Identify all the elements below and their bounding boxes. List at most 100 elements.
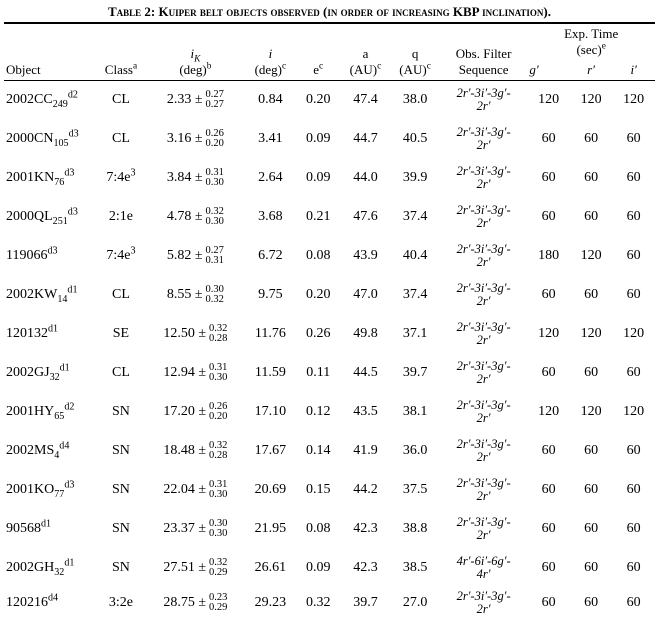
table-row: 120216d43:2e28.75 ±0.230.2929.230.3239.7… [4, 588, 655, 618]
table-cell: 120 [570, 393, 613, 432]
table-cell: 23.37 ±0.300.30 [146, 510, 245, 549]
table-cell: 60 [612, 237, 655, 276]
hdr-a-unit: (AU) [350, 62, 377, 77]
table-cell: 3.84 ±0.310.30 [146, 159, 245, 198]
table-cell: 0.11 [296, 354, 341, 393]
hdr-a: a(AU)c [341, 23, 391, 81]
hdr-i: i(deg)c [245, 23, 296, 81]
table-cell: 17.10 [245, 393, 296, 432]
table-cell: 43.9 [341, 237, 391, 276]
table-cell: 2.33 ±0.270.27 [146, 81, 245, 120]
table-cell: CL [96, 120, 146, 159]
hdr-i-sym: i [269, 46, 273, 61]
table-cell: 29.23 [245, 588, 296, 618]
table-cell: 11.76 [245, 315, 296, 354]
table-cell: 60 [570, 510, 613, 549]
table-cell: 39.7 [390, 354, 440, 393]
table-cell: 47.6 [341, 198, 391, 237]
table-cell: 60 [527, 549, 570, 588]
table-cell: 2002GJ32d1 [4, 354, 96, 393]
table-cell: 0.08 [296, 510, 341, 549]
table-header: Object Classa iK(deg)b i(deg)c ec a(AU)c… [4, 23, 655, 81]
table-cell: 26.61 [245, 549, 296, 588]
table-cell: SN [96, 510, 146, 549]
table-cell: 0.08 [296, 237, 341, 276]
table-cell: 60 [527, 198, 570, 237]
table-cell: 60 [612, 120, 655, 159]
table-row: 120132d1SE12.50 ±0.320.2811.760.2649.837… [4, 315, 655, 354]
hdr-e-sup: c [319, 62, 323, 72]
table-cell: 2r′-3i′-3g′-2r′ [440, 159, 527, 198]
hdr-ik-unit: (deg) [179, 62, 206, 77]
table-cell: 60 [612, 159, 655, 198]
table-cell: 0.09 [296, 159, 341, 198]
table-cell: 3:2e [96, 588, 146, 618]
hdr-ii: i′ [612, 60, 655, 81]
table-cell: 60 [527, 510, 570, 549]
table-cell: 49.8 [341, 315, 391, 354]
hdr-q-unit: (AU) [399, 62, 426, 77]
table-cell: 4.78 ±0.320.30 [146, 198, 245, 237]
table-cell: 60 [570, 471, 613, 510]
hdr-e: ec [296, 23, 341, 81]
table-cell: CL [96, 276, 146, 315]
table-cell: 22.04 ±0.310.30 [146, 471, 245, 510]
table-cell: 2002CC249d2 [4, 81, 96, 120]
hdr-filter: Obs. FilterSequence [440, 23, 527, 81]
hdr-exp-sup: e [602, 42, 606, 52]
table-cell: 60 [570, 354, 613, 393]
table-caption: Table 2: Kuiper belt objects observed (i… [4, 4, 655, 20]
table-cell: 3.68 [245, 198, 296, 237]
table-row: 2001KN76d37:4e33.84 ±0.310.302.640.0944.… [4, 159, 655, 198]
table-cell: 60 [527, 276, 570, 315]
table-cell: 42.3 [341, 510, 391, 549]
table-cell: 90568d1 [4, 510, 96, 549]
table-cell: 0.15 [296, 471, 341, 510]
table-cell: 2r′-3i′-3g′-2r′ [440, 354, 527, 393]
table-row: 2002KW14d1CL8.55 ±0.300.329.750.2047.037… [4, 276, 655, 315]
table-row: 2002GJ32d1CL12.94 ±0.310.3011.590.1144.5… [4, 354, 655, 393]
hdr-q-unit-sup: c [427, 62, 431, 72]
table-cell: 60 [527, 159, 570, 198]
table-cell: 39.9 [390, 159, 440, 198]
table-cell: 2001KO77d3 [4, 471, 96, 510]
table-cell: 0.20 [296, 81, 341, 120]
table-cell: 2.64 [245, 159, 296, 198]
table-cell: 2r′-3i′-3g′-2r′ [440, 588, 527, 618]
table-cell: 60 [612, 198, 655, 237]
table-row: 2001HY65d2SN17.20 ±0.260.2017.100.1243.5… [4, 393, 655, 432]
hdr-q-sym: q [412, 46, 419, 61]
table-cell: 0.12 [296, 393, 341, 432]
table-cell: 17.67 [245, 432, 296, 471]
table-cell: 2:1e [96, 198, 146, 237]
table-cell: 44.2 [341, 471, 391, 510]
table-cell: 60 [527, 588, 570, 618]
table-cell: 38.0 [390, 81, 440, 120]
table-body: 2002CC249d2CL2.33 ±0.270.270.840.2047.43… [4, 81, 655, 618]
table-cell: 2002MS4d4 [4, 432, 96, 471]
hdr-i-unit: (deg) [255, 62, 282, 77]
table-cell: CL [96, 354, 146, 393]
hdr-ik-unit-sup: b [207, 62, 212, 72]
table-cell: 38.5 [390, 549, 440, 588]
table-cell: 2r′-3i′-3g′-2r′ [440, 120, 527, 159]
table-cell: 7:4e3 [96, 237, 146, 276]
hdr-a-unit-sup: c [377, 62, 381, 72]
table-cell: 2001KN76d3 [4, 159, 96, 198]
table-row: 2002GH32d1SN27.51 ±0.320.2926.610.0942.3… [4, 549, 655, 588]
table-cell: 40.4 [390, 237, 440, 276]
hdr-class-label: Class [105, 62, 133, 77]
table-cell: 0.09 [296, 549, 341, 588]
table-cell: 120 [527, 393, 570, 432]
hdr-q: q(AU)c [390, 23, 440, 81]
table-cell: 120 [570, 81, 613, 120]
hdr-ik: iK(deg)b [146, 23, 245, 81]
table-cell: 28.75 ±0.230.29 [146, 588, 245, 618]
table-cell: 41.9 [341, 432, 391, 471]
table-cell: 44.7 [341, 120, 391, 159]
table-cell: 120 [612, 393, 655, 432]
table-cell: 2r′-3i′-3g′-2r′ [440, 81, 527, 120]
hdr-exp-l2: (sec) [576, 42, 601, 57]
table-cell: 18.48 ±0.320.28 [146, 432, 245, 471]
table-cell: 120 [570, 237, 613, 276]
